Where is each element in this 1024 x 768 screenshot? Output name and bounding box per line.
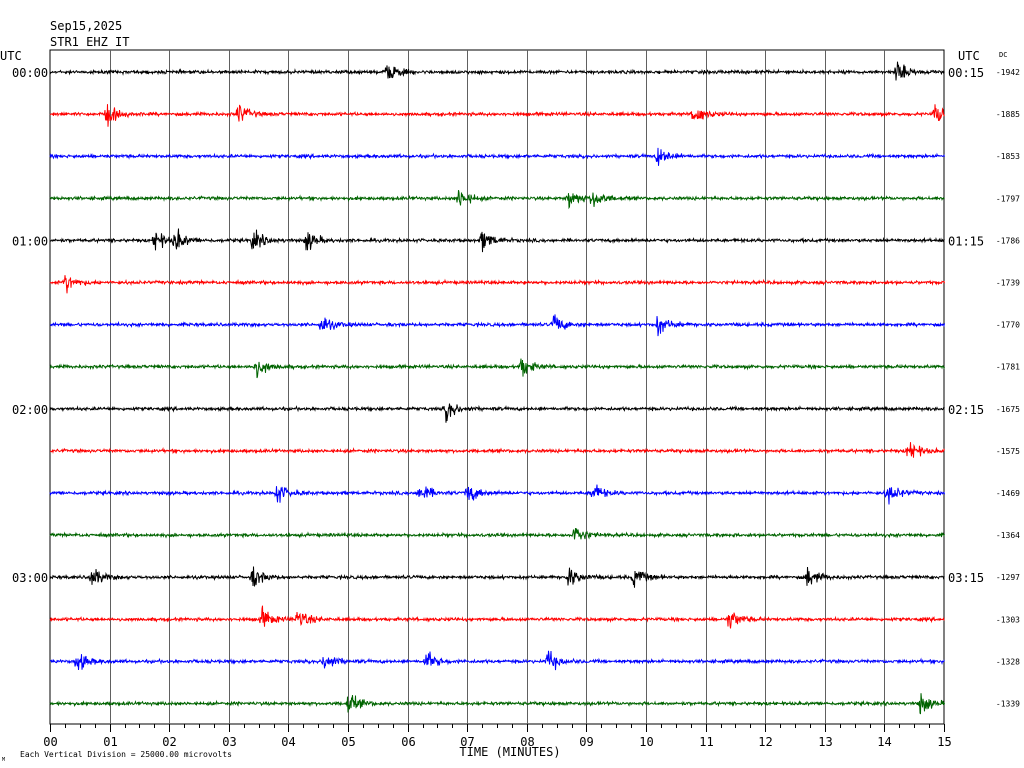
x-tick-label: 12 (758, 735, 772, 749)
dc-value: -1328 (996, 657, 1020, 666)
trace-line (49, 314, 945, 337)
grid (49, 49, 945, 725)
trace-line (49, 189, 945, 210)
dc-value: -1942 (996, 68, 1020, 77)
trace-line (50, 442, 945, 458)
dc-value: -1675 (996, 405, 1020, 414)
date-label: Sep15,2025 (50, 19, 122, 33)
x-axis: 00 01 02 03 04 05 06 07 08 09 10 11 12 13 14 15 (43, 724, 952, 749)
dc-value: -1781 (996, 363, 1020, 372)
right-hour-label: 02:15 (948, 403, 984, 417)
dc-value: -1364 (996, 531, 1020, 540)
x-tick-label: 11 (699, 735, 713, 749)
trace-line (49, 528, 945, 540)
x-axis-title: TIME (MINUTES) (459, 745, 560, 759)
station-label: STR1 EHZ IT (50, 35, 129, 49)
dc-value: -1786 (996, 236, 1020, 245)
dc-value: -1575 (996, 447, 1020, 456)
dc-value: -1853 (996, 152, 1020, 161)
corner-mark: M (2, 757, 5, 763)
left-hour-label: 00:00 (12, 66, 48, 80)
dc-value: -1469 (996, 489, 1020, 498)
left-utc-label: UTC (0, 49, 22, 63)
row-labels: -1942 00:00 00:15 -1885 -1853 -1797 -1786 01:00… (12, 66, 1020, 709)
dc-header-label: DC (999, 51, 1007, 59)
trace-line (49, 605, 945, 629)
left-hour-label: 01:00 (12, 234, 48, 248)
dc-value: -1885 (996, 110, 1020, 119)
trace-line (49, 484, 945, 505)
trace-line (49, 275, 945, 294)
x-tick-label: 00 (43, 735, 57, 749)
x-tick-label: 13 (818, 735, 832, 749)
trace-line (49, 104, 945, 127)
dc-value: -1297 (996, 573, 1020, 582)
right-utc-label: UTC (958, 49, 980, 63)
trace-line (49, 147, 945, 166)
trace-line (49, 650, 945, 671)
right-hour-label: 01:15 (948, 234, 984, 248)
trace-line (49, 566, 945, 588)
x-tick-label: 06 (401, 735, 415, 749)
left-hour-label: 02:00 (12, 403, 48, 417)
x-tick-label: 03 (222, 735, 236, 749)
plot-frame (49, 49, 945, 725)
x-tick-label: 02 (162, 735, 176, 749)
dc-value: -1303 (996, 615, 1020, 624)
trace-line (49, 403, 945, 423)
trace-line (49, 693, 945, 715)
x-tick-label: 08 (520, 735, 534, 749)
x-tick-label: 01 (103, 735, 117, 749)
x-tick-label: 14 (877, 735, 891, 749)
x-tick-label: 05 (341, 735, 355, 749)
scale-note: Each Vertical Division = 25000.00 microv… (20, 750, 232, 759)
x-tick-label: 09 (579, 735, 593, 749)
x-tick-label: 10 (639, 735, 653, 749)
x-tick-label: 15 (937, 735, 951, 749)
trace-line (49, 358, 945, 379)
dc-value: -1739 (996, 279, 1020, 288)
dc-value: -1339 (996, 700, 1020, 709)
dc-value: -1770 (996, 321, 1020, 330)
trace-line (49, 61, 945, 81)
x-tick-label: 04 (281, 735, 295, 749)
right-hour-label: 03:15 (948, 571, 984, 585)
traces (49, 61, 945, 715)
dc-value: -1797 (996, 194, 1020, 203)
right-hour-label: 00:15 (948, 66, 984, 80)
left-hour-label: 03:00 (12, 571, 48, 585)
x-tick-label: 07 (460, 735, 474, 749)
trace-line (49, 228, 945, 253)
